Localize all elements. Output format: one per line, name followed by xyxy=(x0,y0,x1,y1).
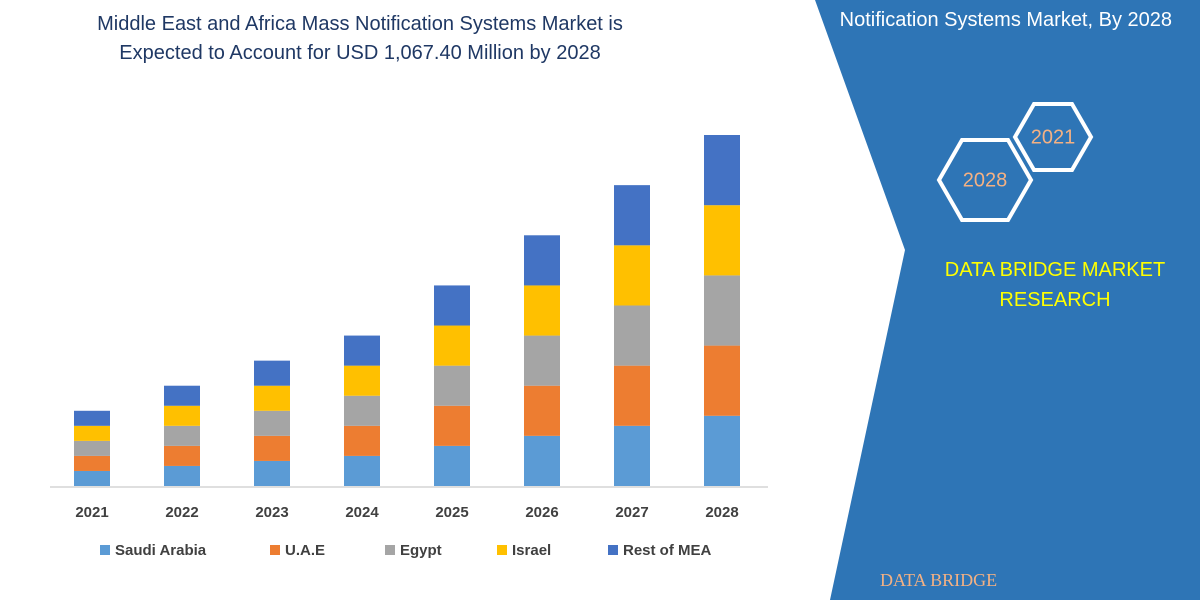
legend-label: U.A.E xyxy=(285,542,325,559)
bar-segment xyxy=(524,235,560,286)
logo: DATA BRIDGE xyxy=(880,570,997,590)
x-tick-label: 2023 xyxy=(255,504,288,521)
bar-segment xyxy=(434,285,470,326)
brand: DATA BRIDGE MARKET RESEARCH xyxy=(944,259,1166,311)
x-tick-label: 2021 xyxy=(75,504,108,521)
x-tick-label: 2025 xyxy=(435,504,468,521)
x-tick-label: 2024 xyxy=(345,504,379,521)
bar-segment xyxy=(524,285,560,336)
bar-segment xyxy=(704,415,740,486)
bar-segment xyxy=(614,185,650,246)
bar-segment xyxy=(434,445,470,486)
legend-swatch xyxy=(497,545,507,555)
hexagon xyxy=(936,138,1034,222)
legend-label: Israel xyxy=(512,542,551,559)
x-tick-label: 2027 xyxy=(615,504,648,521)
bar-segment xyxy=(164,465,200,486)
bar-segment xyxy=(524,435,560,486)
legend-swatch xyxy=(100,545,110,555)
bar-segment xyxy=(74,455,110,471)
bar-segment xyxy=(704,135,740,206)
legend-label: Egypt xyxy=(400,542,442,559)
bar-segment xyxy=(254,410,290,436)
legend-swatch xyxy=(270,545,280,555)
bar-segment xyxy=(164,405,200,426)
badge: 2028 xyxy=(963,169,1008,191)
bar-segment xyxy=(524,385,560,436)
bar-segment xyxy=(74,410,110,426)
bar-segment xyxy=(524,335,560,386)
chart-title: Middle East and Africa Mass Notification… xyxy=(97,13,623,64)
bar-segment xyxy=(74,440,110,456)
badge: 2021 xyxy=(1031,126,1076,148)
legend-swatch xyxy=(385,545,395,555)
x-tick-label: 2028 xyxy=(705,504,738,521)
bar-segment xyxy=(74,470,110,486)
bar-segment xyxy=(344,425,380,456)
bar-segment xyxy=(164,385,200,406)
bar-segment xyxy=(344,365,380,396)
bar-segment xyxy=(614,245,650,306)
bar-segment xyxy=(164,425,200,446)
bar-segment xyxy=(74,425,110,441)
bar-segment xyxy=(614,305,650,366)
bar-segment xyxy=(344,395,380,426)
bar-segment xyxy=(344,335,380,366)
bar-segment xyxy=(254,435,290,461)
side-panel xyxy=(815,0,1200,600)
bar-segment xyxy=(434,405,470,446)
bar-segment xyxy=(254,460,290,486)
bar-segment xyxy=(254,385,290,411)
bar-segment xyxy=(254,360,290,386)
x-tick-label: 2026 xyxy=(525,504,558,521)
bar-segment xyxy=(704,345,740,416)
bar-segment xyxy=(614,425,650,486)
bar-segment xyxy=(434,325,470,366)
bar-segment xyxy=(164,445,200,466)
legend-label: Saudi Arabia xyxy=(115,542,207,559)
bar-segment xyxy=(614,365,650,426)
bar-segment xyxy=(704,275,740,346)
hexagon xyxy=(1012,102,1094,172)
panel-heading: Notification Systems Market, By 2028 xyxy=(839,9,1172,31)
legend-label: Rest of MEA xyxy=(623,542,712,559)
x-tick-label: 2022 xyxy=(165,504,198,521)
bar-segment xyxy=(434,365,470,406)
bar-segment xyxy=(344,455,380,486)
bar-segment xyxy=(704,205,740,276)
legend-swatch xyxy=(608,545,618,555)
